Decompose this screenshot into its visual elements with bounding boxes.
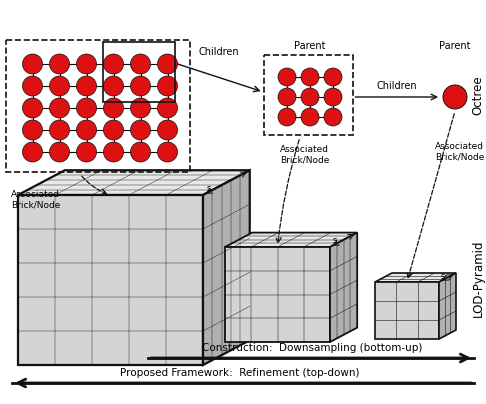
Circle shape — [157, 54, 177, 74]
Circle shape — [50, 120, 69, 140]
Circle shape — [157, 76, 177, 96]
Circle shape — [131, 76, 151, 96]
Text: Parent: Parent — [439, 41, 471, 51]
Bar — [103, 42, 174, 102]
Text: Children: Children — [199, 47, 239, 57]
Circle shape — [50, 54, 69, 74]
Circle shape — [131, 142, 151, 162]
Circle shape — [443, 85, 467, 109]
Circle shape — [50, 76, 69, 96]
Circle shape — [104, 54, 123, 74]
Circle shape — [76, 98, 97, 118]
Polygon shape — [18, 195, 203, 365]
Bar — [263, 55, 352, 135]
Polygon shape — [225, 233, 357, 247]
Circle shape — [131, 54, 151, 74]
Text: s: s — [207, 184, 211, 193]
Text: Associated
Brick/Node: Associated Brick/Node — [435, 142, 485, 162]
Circle shape — [76, 120, 97, 140]
Text: s: s — [441, 272, 445, 281]
Polygon shape — [375, 273, 456, 282]
Circle shape — [104, 76, 123, 96]
Polygon shape — [203, 170, 250, 365]
Circle shape — [76, 76, 97, 96]
Circle shape — [278, 108, 296, 126]
Circle shape — [131, 98, 151, 118]
Circle shape — [104, 142, 123, 162]
Circle shape — [22, 76, 42, 96]
Circle shape — [22, 142, 42, 162]
Circle shape — [157, 120, 177, 140]
Text: Associated
Brick/Node: Associated Brick/Node — [11, 190, 60, 209]
Circle shape — [22, 54, 42, 74]
Circle shape — [76, 142, 97, 162]
Polygon shape — [225, 247, 330, 342]
Circle shape — [324, 108, 342, 126]
Circle shape — [278, 88, 296, 106]
Text: LOD-Pyramid: LOD-Pyramid — [471, 239, 485, 317]
Circle shape — [301, 68, 319, 86]
Circle shape — [131, 120, 151, 140]
Text: Children: Children — [377, 81, 417, 91]
Polygon shape — [18, 170, 250, 195]
Text: s: s — [333, 236, 337, 245]
Text: Parent: Parent — [294, 41, 326, 51]
Circle shape — [324, 88, 342, 106]
Polygon shape — [330, 233, 357, 342]
Circle shape — [104, 98, 123, 118]
Circle shape — [278, 68, 296, 86]
Circle shape — [22, 98, 42, 118]
Circle shape — [301, 88, 319, 106]
Circle shape — [301, 108, 319, 126]
Text: Construction:  Downsampling (bottom-up): Construction: Downsampling (bottom-up) — [202, 343, 422, 353]
Circle shape — [22, 120, 42, 140]
Text: Proposed Framework:  Refinement (top-down): Proposed Framework: Refinement (top-down… — [120, 368, 360, 378]
Text: Associated
Brick/Node: Associated Brick/Node — [280, 145, 330, 164]
Text: Octree: Octree — [471, 75, 485, 115]
Circle shape — [157, 98, 177, 118]
Polygon shape — [375, 282, 439, 339]
Bar — [6, 40, 190, 172]
Circle shape — [324, 68, 342, 86]
Circle shape — [104, 120, 123, 140]
Circle shape — [76, 54, 97, 74]
Circle shape — [157, 142, 177, 162]
Circle shape — [50, 98, 69, 118]
Circle shape — [50, 142, 69, 162]
Polygon shape — [439, 273, 456, 339]
